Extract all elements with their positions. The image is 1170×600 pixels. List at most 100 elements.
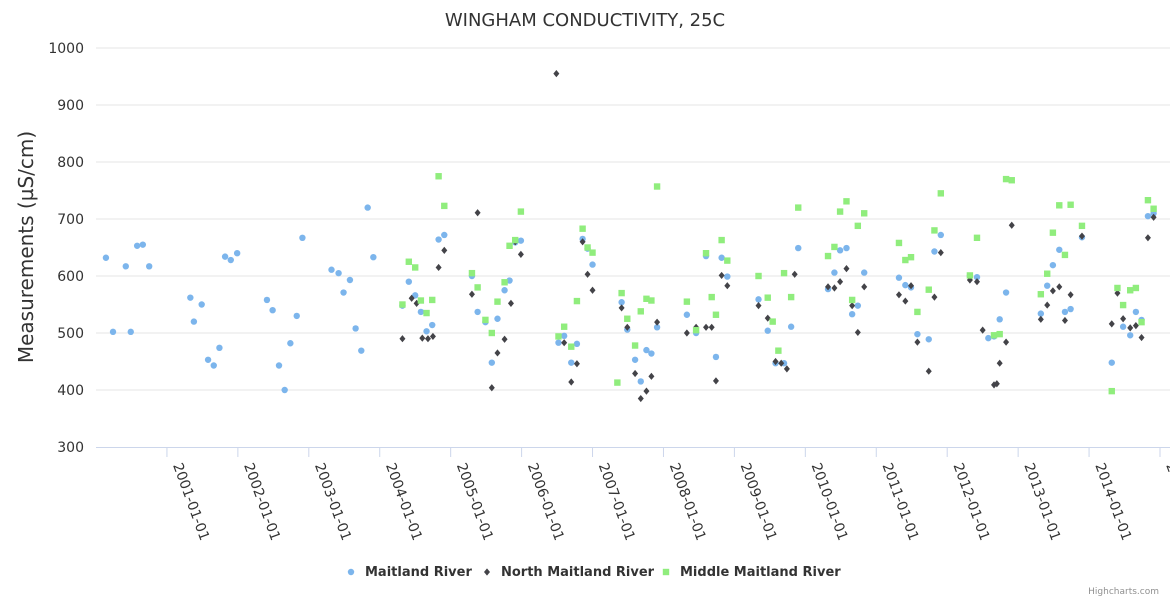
- data-point[interactable]: [653, 324, 661, 331]
- data-point[interactable]: [399, 335, 406, 343]
- data-point[interactable]: [993, 380, 1000, 388]
- data-point[interactable]: [836, 247, 844, 254]
- data-point[interactable]: [579, 225, 586, 232]
- data-point[interactable]: [1056, 202, 1063, 209]
- data-point[interactable]: [299, 234, 306, 242]
- data-point[interactable]: [109, 328, 117, 336]
- data-point[interactable]: [618, 299, 625, 306]
- data-point[interactable]: [937, 249, 944, 257]
- data-point[interactable]: [1067, 291, 1074, 299]
- data-point[interactable]: [468, 290, 475, 298]
- credits-text[interactable]: Highcharts.com: [1088, 587, 1159, 597]
- data-point[interactable]: [648, 297, 655, 304]
- legend-item-north-maitland-river[interactable]: North Maitland River: [484, 565, 655, 580]
- data-point[interactable]: [568, 378, 575, 386]
- data-point[interactable]: [494, 315, 501, 322]
- data-point[interactable]: [227, 256, 234, 264]
- data-point[interactable]: [712, 377, 719, 385]
- data-point[interactable]: [843, 264, 850, 273]
- data-point[interactable]: [1056, 283, 1063, 291]
- data-point[interactable]: [925, 367, 932, 375]
- data-point[interactable]: [424, 335, 431, 343]
- data-point[interactable]: [778, 359, 785, 367]
- data-point[interactable]: [683, 298, 691, 305]
- data-point[interactable]: [573, 297, 581, 305]
- data-point[interactable]: [221, 253, 229, 260]
- data-point[interactable]: [824, 252, 832, 260]
- data-point[interactable]: [1037, 310, 1045, 317]
- data-point[interactable]: [216, 344, 223, 352]
- data-point[interactable]: [692, 326, 700, 334]
- data-point[interactable]: [139, 241, 147, 248]
- data-point[interactable]: [399, 301, 406, 308]
- data-point[interactable]: [1044, 270, 1051, 277]
- data-point[interactable]: [1138, 318, 1145, 326]
- data-point[interactable]: [973, 273, 981, 281]
- data-point[interactable]: [764, 314, 771, 322]
- data-point[interactable]: [996, 330, 1003, 338]
- data-point[interactable]: [907, 253, 915, 261]
- data-point[interactable]: [724, 257, 731, 264]
- data-point[interactable]: [925, 336, 932, 343]
- data-point[interactable]: [861, 283, 868, 291]
- data-point[interactable]: [263, 296, 271, 304]
- data-point[interactable]: [795, 244, 802, 252]
- data-point[interactable]: [579, 238, 586, 246]
- data-point[interactable]: [1120, 315, 1127, 323]
- data-point[interactable]: [474, 209, 481, 217]
- data-point[interactable]: [702, 250, 710, 257]
- data-point[interactable]: [555, 339, 562, 346]
- data-point[interactable]: [791, 270, 798, 278]
- data-point[interactable]: [1078, 232, 1085, 240]
- data-point[interactable]: [405, 258, 413, 265]
- legend-symbol[interactable]: [484, 568, 490, 576]
- data-point[interactable]: [553, 70, 560, 78]
- data-point[interactable]: [854, 302, 862, 309]
- data-point[interactable]: [346, 276, 354, 284]
- data-point[interactable]: [637, 308, 644, 315]
- data-point[interactable]: [643, 346, 650, 354]
- data-point[interactable]: [1008, 221, 1015, 229]
- data-point[interactable]: [849, 302, 856, 310]
- data-point[interactable]: [364, 204, 371, 211]
- data-point[interactable]: [512, 236, 519, 244]
- data-point[interactable]: [1119, 301, 1127, 309]
- data-point[interactable]: [198, 301, 205, 308]
- data-point[interactable]: [637, 378, 644, 385]
- data-point[interactable]: [507, 299, 514, 307]
- data-point[interactable]: [775, 347, 782, 354]
- data-point[interactable]: [1067, 201, 1074, 208]
- data-point[interactable]: [895, 239, 903, 247]
- data-point[interactable]: [931, 227, 938, 234]
- data-point[interactable]: [517, 208, 525, 215]
- data-point[interactable]: [787, 293, 795, 301]
- legend-item-maitland-river[interactable]: Maitland River: [347, 565, 473, 580]
- data-point[interactable]: [1044, 301, 1051, 309]
- data-point[interactable]: [637, 394, 644, 403]
- data-point[interactable]: [618, 289, 625, 297]
- data-point[interactable]: [654, 318, 661, 326]
- data-point[interactable]: [1002, 175, 1010, 183]
- data-point[interactable]: [423, 309, 430, 317]
- data-point[interactable]: [755, 272, 762, 280]
- data-point[interactable]: [560, 332, 568, 340]
- data-point[interactable]: [1144, 196, 1152, 204]
- data-point[interactable]: [269, 307, 276, 314]
- data-point[interactable]: [966, 272, 974, 279]
- data-point[interactable]: [358, 347, 365, 354]
- data-point[interactable]: [568, 359, 575, 366]
- data-point[interactable]: [772, 357, 779, 366]
- data-point[interactable]: [1132, 308, 1140, 316]
- data-point[interactable]: [843, 198, 850, 205]
- data-point[interactable]: [1061, 251, 1069, 259]
- data-point[interactable]: [787, 323, 795, 330]
- data-point[interactable]: [831, 269, 838, 276]
- data-point[interactable]: [854, 328, 861, 337]
- data-point[interactable]: [1037, 315, 1044, 323]
- data-point[interactable]: [902, 256, 909, 264]
- data-point[interactable]: [1127, 287, 1134, 294]
- data-point[interactable]: [1144, 234, 1151, 242]
- data-point[interactable]: [435, 263, 442, 272]
- data-point[interactable]: [724, 273, 731, 280]
- data-point[interactable]: [482, 316, 489, 324]
